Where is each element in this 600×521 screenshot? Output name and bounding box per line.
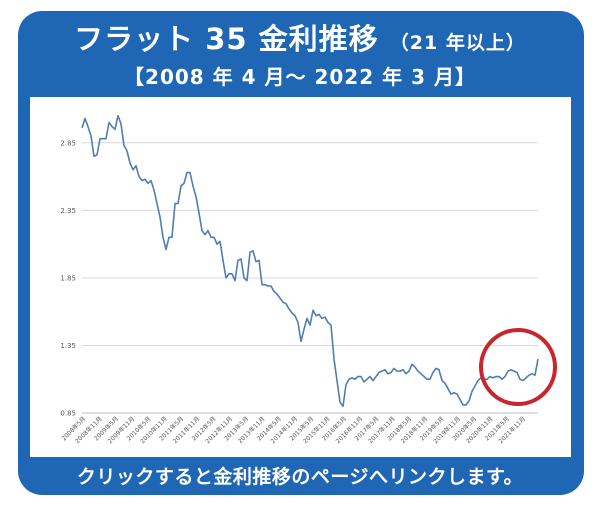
series-layer	[81, 114, 539, 408]
highlight-circle	[479, 328, 557, 406]
y-tick-label: 0.85	[60, 410, 76, 418]
grid-layer	[82, 142, 538, 414]
period-label: 【2008 年 4 月～ 2022 年 3 月】	[124, 65, 476, 89]
chart-panel[interactable]: 0.85 1.35 1.85 2.35 2.85 2008年5月 2008年11月 2009…	[30, 97, 571, 457]
title-sub: （21 年以上）	[389, 32, 526, 54]
rate-chart[interactable]: 0.85 1.35 1.85 2.35 2.85 2008年5月2008年11月2009…	[30, 97, 571, 457]
rate-history-link[interactable]: クリックすると金利推移のページへリンクします。	[76, 466, 524, 488]
y-tick-label: 2.35	[60, 207, 76, 215]
y-tick-label: 1.35	[60, 342, 76, 350]
title-main: フラット 35 金利推移	[74, 22, 379, 56]
page-title: フラット 35 金利推移 （21 年以上）	[0, 16, 600, 58]
y-tick-label: 2.85	[60, 139, 76, 147]
x-tick-labels: 2008年5月2008年11月2009年5月2009年11月2010年5月201…	[60, 415, 527, 445]
y-tick-label: 1.85	[60, 274, 76, 282]
series-line	[81, 114, 539, 408]
y-tick-labels: 0.85 1.35 1.85 2.35 2.85	[60, 139, 76, 417]
